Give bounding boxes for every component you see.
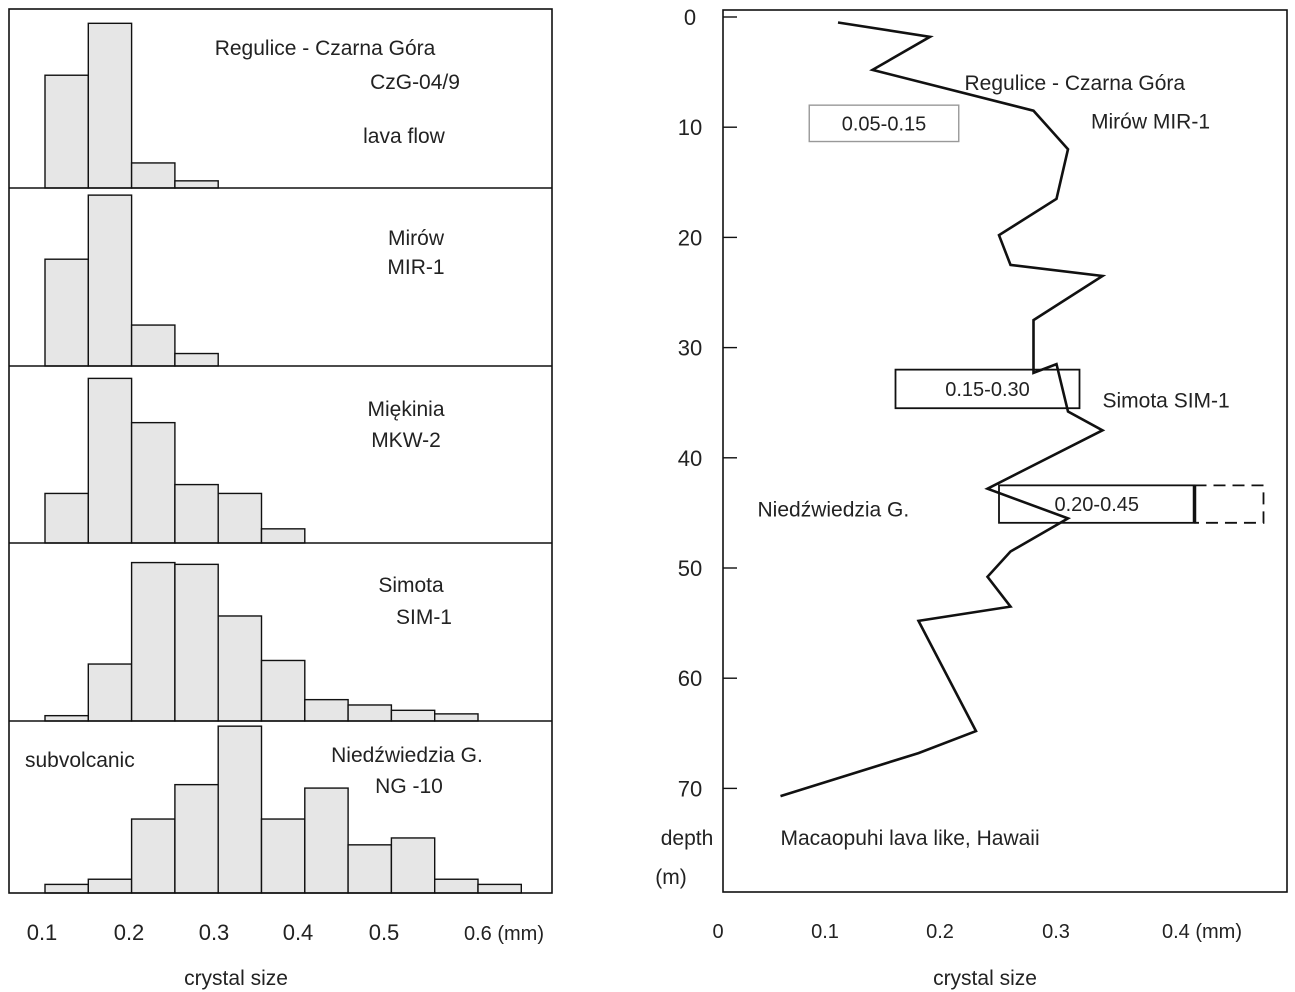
- panel-label: MIR-1: [387, 256, 444, 279]
- histogram-bar: [44, 258, 89, 367]
- y-tick-label: 0: [684, 5, 696, 30]
- histogram-bar: [347, 704, 393, 722]
- left-x-tick-label: 0.3: [199, 920, 230, 945]
- size-range-box: [808, 104, 960, 143]
- range-dashed-extension: [1194, 484, 1265, 524]
- right-x-axis-label: crystal size: [933, 967, 1037, 990]
- histogram-bar: [390, 837, 436, 894]
- left-x-axis-label: crystal size: [184, 967, 288, 990]
- panel-label: NG -10: [375, 775, 443, 798]
- size-range-box: [894, 368, 1081, 410]
- size-range-label: 0.15-0.30: [945, 379, 1030, 401]
- histogram-bar: [347, 844, 393, 894]
- histogram-bar: [217, 725, 263, 894]
- profile-annotation: Niedźwiedzia G.: [758, 499, 910, 522]
- y-tick-label: 60: [678, 666, 702, 691]
- histogram-bar: [87, 22, 133, 189]
- histogram-bar: [260, 818, 306, 894]
- y-tick-label: 40: [678, 446, 702, 471]
- depth-profile-chart: 0 10 20 30 40 50 60 70 0 0.1 0.2 0.3 0.4 (mm) 0.05-0.…: [678, 5, 1288, 943]
- histogram-bar: [260, 659, 306, 722]
- left-x-tick-label: 0.5: [369, 920, 400, 945]
- left-x-tick-label: 0.2: [114, 920, 145, 945]
- y-tick-label: 10: [678, 115, 702, 140]
- panel-label: MKW-2: [371, 429, 441, 452]
- histogram-bar: [477, 883, 522, 894]
- right-x-tick-label: 0.1: [811, 921, 839, 943]
- profile-annotation: Regulice - Czarna Góra: [965, 72, 1186, 95]
- y-tick-label: 70: [678, 776, 702, 801]
- left-x-tick-label: 0.6 (mm): [464, 923, 544, 945]
- panel-label: Miękinia: [367, 398, 444, 421]
- panel-label: Mirów: [388, 227, 445, 250]
- y-tick-label: 50: [678, 556, 702, 581]
- right-x-tick-label: 0.4 (mm): [1162, 921, 1242, 943]
- histogram-frame: [8, 8, 553, 894]
- panel-label: CzG-04/9: [370, 71, 460, 94]
- size-range-label: 0.20-0.45: [1054, 494, 1139, 516]
- histogram-bar: [390, 709, 436, 722]
- histogram-bar: [174, 483, 219, 544]
- histogram-bar: [304, 787, 349, 894]
- histogram-bar: [44, 492, 89, 544]
- histogram-bar: [87, 377, 133, 544]
- right-x-tick-label: 0: [712, 921, 723, 943]
- left-x-tick-label: 0.4: [283, 920, 314, 945]
- panel-label: Regulice - Czarna Góra: [215, 37, 436, 60]
- right-y-axis-label-line1: depth: [661, 827, 714, 850]
- depth-profile-line: [780, 21, 1107, 798]
- histogram-bar: [87, 878, 133, 894]
- histogram-bar: [130, 818, 176, 894]
- right-x-tick-label: 0.3: [1042, 921, 1070, 943]
- histogram-bar: [304, 698, 349, 722]
- histogram-bar: [434, 713, 479, 722]
- right-y-axis-label-line2: (m): [655, 866, 686, 889]
- histogram-bar: [217, 615, 263, 722]
- left-x-tick-label: 0.1: [27, 920, 58, 945]
- histogram-bar: [434, 878, 479, 894]
- right-x-tick-label: 0.2: [926, 921, 954, 943]
- histogram-bar: [130, 561, 176, 722]
- histogram-bar: [44, 74, 89, 189]
- histogram-bar: [44, 714, 89, 722]
- histogram-bar: [130, 324, 176, 367]
- histogram-panels: Regulice - Czarna Góra CzG-04/9 lava flow M…: [8, 8, 553, 945]
- panel-label: lava flow: [363, 125, 446, 148]
- profile-annotation: Simota SIM-1: [1103, 389, 1230, 412]
- histogram-bar: [44, 883, 89, 894]
- histogram-bar: [130, 421, 176, 544]
- histogram-bar: [174, 563, 219, 722]
- y-tick-label: 20: [678, 225, 702, 250]
- histogram-bar: [130, 162, 176, 189]
- y-tick-label: 30: [678, 336, 702, 361]
- profile-annotation: Mirów MIR-1: [1091, 111, 1210, 134]
- panel-label: SIM-1: [396, 606, 452, 629]
- histogram-bar: [174, 180, 219, 189]
- profile-frame: [722, 9, 1288, 893]
- panel-label: Simota: [378, 574, 444, 597]
- histogram-bar: [87, 194, 133, 367]
- histogram-bar: [174, 352, 219, 367]
- histogram-bar: [174, 783, 219, 894]
- panel-label: Niedźwiedzia G.: [331, 744, 483, 767]
- size-range-label: 0.05-0.15: [842, 113, 927, 135]
- histogram-bar: [217, 492, 263, 544]
- profile-annotation: Macaopuhi lava like, Hawaii: [781, 827, 1040, 850]
- histogram-bar: [87, 663, 133, 722]
- panel-note: subvolcanic: [25, 749, 135, 772]
- histogram-bar: [260, 528, 306, 544]
